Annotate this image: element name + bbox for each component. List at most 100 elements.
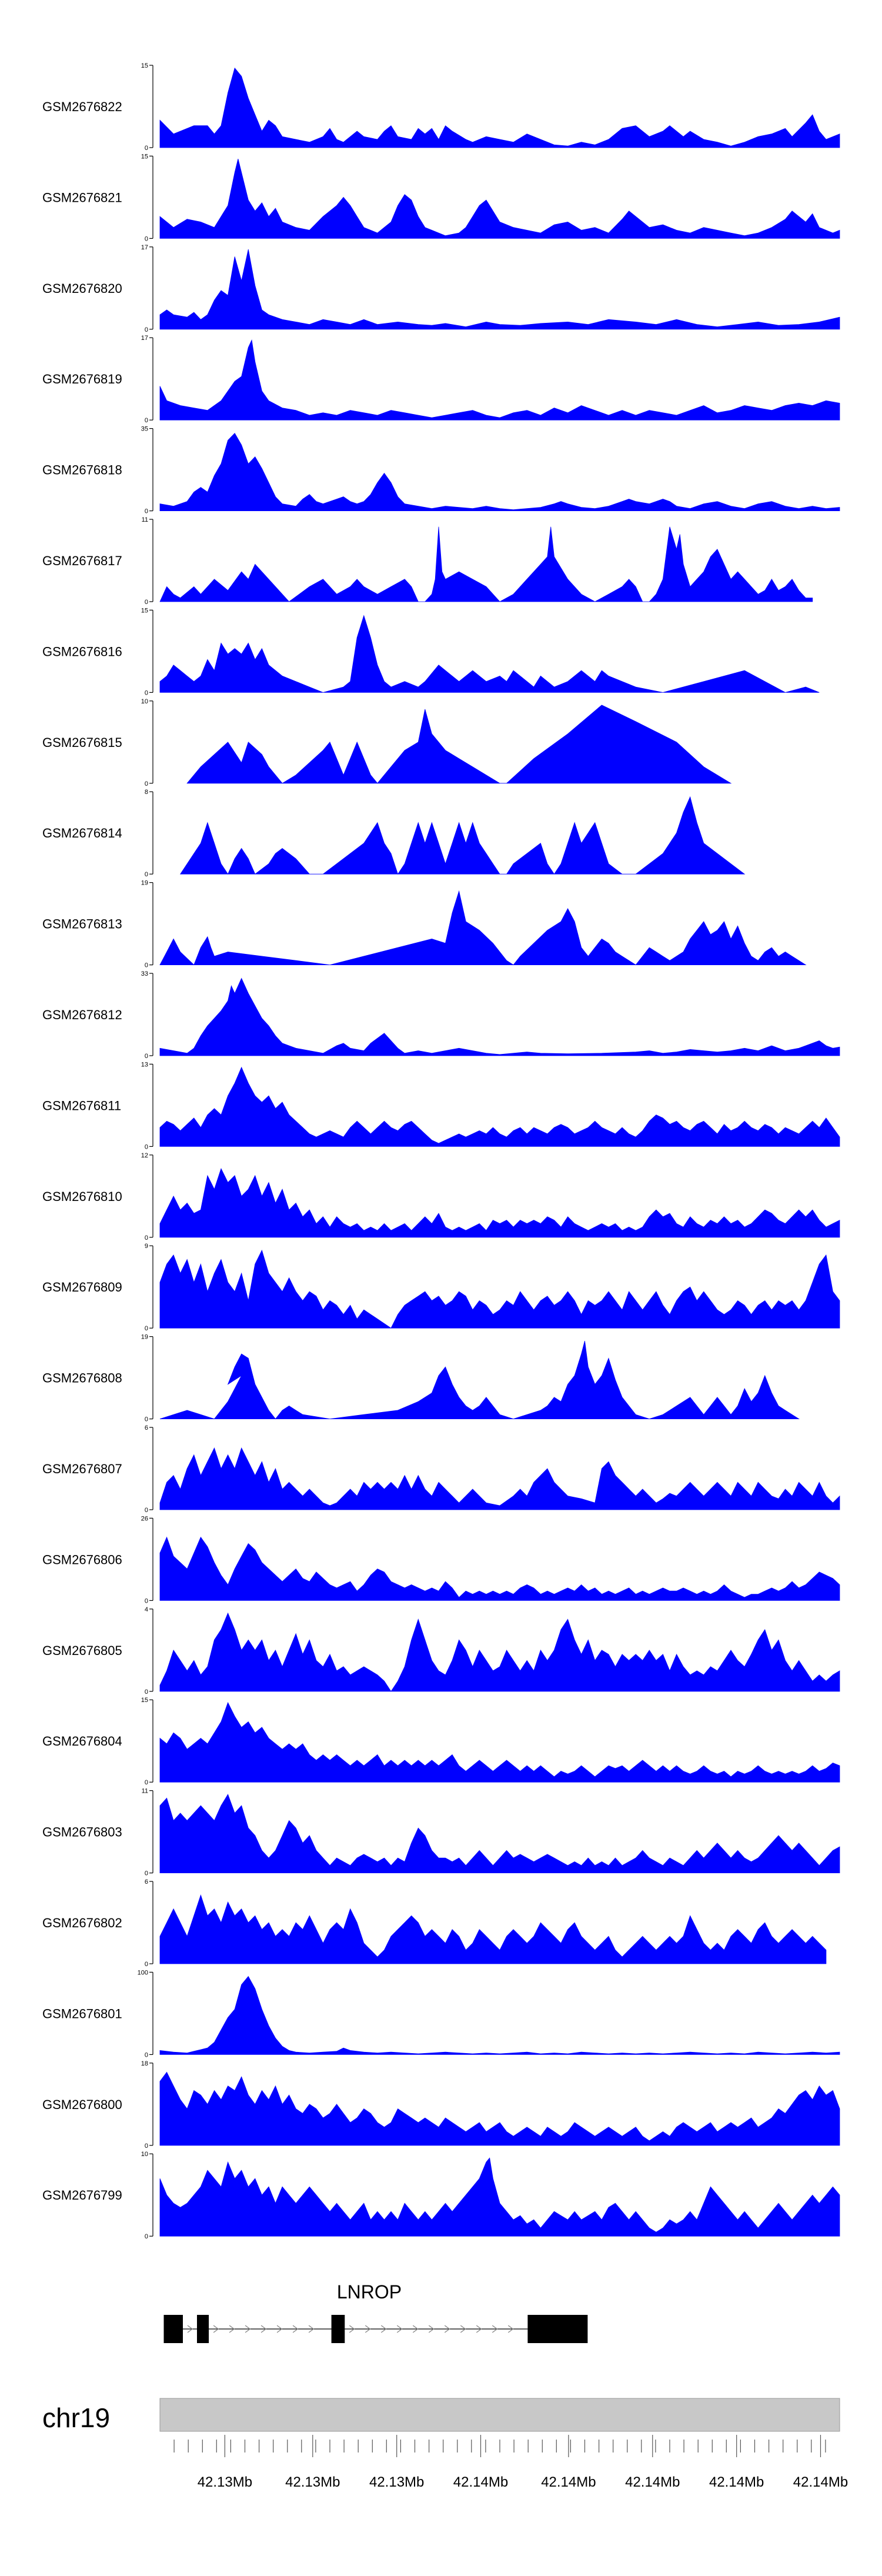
- exon-block: [197, 2315, 209, 2343]
- y-max-label: 4: [145, 1606, 148, 1613]
- y-min-label: 0: [145, 1416, 148, 1423]
- y-min-label: 0: [145, 235, 148, 242]
- coverage-area: [159, 1894, 827, 1964]
- track-label: GSM2676805: [42, 1643, 122, 1658]
- y-max-label: 12: [141, 1152, 148, 1159]
- tick-label: 42.14Mb: [625, 2474, 680, 2490]
- y-max-label: 6: [145, 1878, 148, 1886]
- strand-chevron: [460, 2325, 466, 2333]
- coverage-track: GSM2676815 10 0: [42, 698, 732, 788]
- coverage-track: GSM2676807 6 0: [42, 1424, 840, 1514]
- track-label: GSM2676807: [42, 1461, 122, 1476]
- exon-block: [527, 2315, 588, 2343]
- tick-label: 42.14Mb: [793, 2474, 848, 2490]
- track-label: GSM2676819: [42, 372, 122, 386]
- track-label: GSM2676802: [42, 1916, 122, 1930]
- y-min-label: 0: [145, 326, 148, 333]
- strand-chevron: [276, 2325, 283, 2333]
- y-min-label: 0: [145, 145, 148, 152]
- coverage-track: GSM2676820 17 0: [42, 244, 840, 333]
- track-label: GSM2676818: [42, 463, 122, 478]
- coverage-track: GSM2676819 17 0: [42, 335, 840, 424]
- strand-chevron: [476, 2325, 482, 2333]
- coverage-area: [159, 1447, 840, 1510]
- track-label: GSM2676808: [42, 1371, 122, 1386]
- coverage-track: GSM2676804 15 0: [42, 1697, 840, 1786]
- coverage-track: GSM2676802 6 0: [42, 1878, 827, 1968]
- y-min-label: 0: [145, 1779, 148, 1786]
- track-label: GSM2676800: [42, 2097, 122, 2112]
- y-min-label: 0: [145, 1053, 148, 1060]
- coverage-track: GSM2676805 4 0: [42, 1606, 840, 1696]
- y-min-label: 0: [145, 780, 148, 788]
- y-max-label: 13: [141, 1061, 148, 1068]
- chromosome-ideogram-bar: [159, 2398, 840, 2432]
- tick-label: 42.14Mb: [709, 2474, 764, 2490]
- coverage-area: [159, 1066, 840, 1147]
- coverage-area: [159, 890, 807, 966]
- coverage-area: [159, 1168, 840, 1238]
- tick-label: 42.13Mb: [285, 2474, 340, 2490]
- track-label: GSM2676817: [42, 553, 122, 568]
- coverage-area: [159, 1249, 840, 1329]
- y-min-label: 0: [145, 2233, 148, 2240]
- genome-axis: 42.13Mb 42.13Mb 42.13Mb 42.14Mb 42.14Mb 42.14…: [159, 2398, 848, 2490]
- y-min-label: 0: [145, 508, 148, 515]
- coverage-track: GSM2676822 15 0: [42, 62, 840, 152]
- track-label: GSM2676799: [42, 2188, 122, 2203]
- track-label: GSM2676813: [42, 917, 122, 932]
- y-min-label: 0: [145, 1689, 148, 1696]
- y-max-label: 11: [142, 516, 148, 523]
- y-min-label: 0: [145, 962, 148, 969]
- y-max-label: 8: [145, 789, 148, 796]
- strand-chevron: [349, 2325, 355, 2333]
- coverage-track: GSM2676821 15 0: [42, 153, 840, 242]
- strand-chevron: [428, 2325, 435, 2333]
- gene-name-label: LNROP: [337, 2281, 402, 2303]
- strand-chevron: [245, 2325, 251, 2333]
- coverage-track: GSM2676800 18 0: [42, 2060, 840, 2150]
- coverage-track: GSM2676817 11 0: [42, 516, 813, 606]
- coverage-track: GSM2676806 26 0: [42, 1515, 840, 1604]
- exon-block: [331, 2315, 345, 2343]
- strand-chevron: [229, 2325, 235, 2333]
- track-label: GSM2676809: [42, 1280, 122, 1294]
- y-max-label: 19: [141, 1334, 148, 1341]
- track-label: GSM2676816: [42, 644, 122, 659]
- coverage-track: GSM2676813 19 0: [42, 880, 807, 969]
- strand-chevron: [365, 2325, 371, 2333]
- y-max-label: 19: [141, 880, 148, 887]
- y-max-label: 17: [141, 244, 148, 251]
- coverage-area: [159, 1340, 800, 1420]
- y-max-label: 11: [142, 1788, 148, 1795]
- coverage-track: GSM2676811 13 0: [42, 1061, 840, 1150]
- y-min-label: 0: [145, 1143, 148, 1150]
- y-max-label: 26: [141, 1515, 148, 1522]
- track-label: GSM2676812: [42, 1007, 122, 1022]
- y-max-label: 6: [145, 1424, 148, 1432]
- track-label: GSM2676804: [42, 1734, 122, 1749]
- strand-chevron: [380, 2325, 387, 2333]
- y-max-label: 15: [141, 607, 148, 614]
- y-max-label: 15: [141, 62, 148, 69]
- y-min-label: 0: [145, 1597, 148, 1604]
- coverage-track: GSM2676799 10 0: [42, 2151, 840, 2240]
- track-label: GSM2676821: [42, 190, 122, 205]
- coverage-area: [159, 1794, 840, 1873]
- strand-chevron: [396, 2325, 403, 2333]
- coverage-area: [159, 2071, 840, 2146]
- tick-label: 42.13Mb: [369, 2474, 424, 2490]
- coverage-track: GSM2676810 12 0: [42, 1152, 840, 1242]
- coverage-track: GSM2676803 11 0: [42, 1788, 840, 1877]
- tick-label: 42.13Mb: [198, 2474, 252, 2490]
- coverage-track: GSM2676814 8 0: [42, 789, 746, 878]
- strand-chevron: [507, 2325, 514, 2333]
- coverage-area: [159, 432, 840, 511]
- track-label: GSM2676803: [42, 1825, 122, 1840]
- tick-label: 42.14Mb: [541, 2474, 596, 2490]
- strand-chevron: [492, 2325, 498, 2333]
- y-max-label: 15: [141, 153, 148, 160]
- coverage-track: GSM2676801 100 0: [42, 1969, 840, 2058]
- y-max-label: 33: [141, 970, 148, 977]
